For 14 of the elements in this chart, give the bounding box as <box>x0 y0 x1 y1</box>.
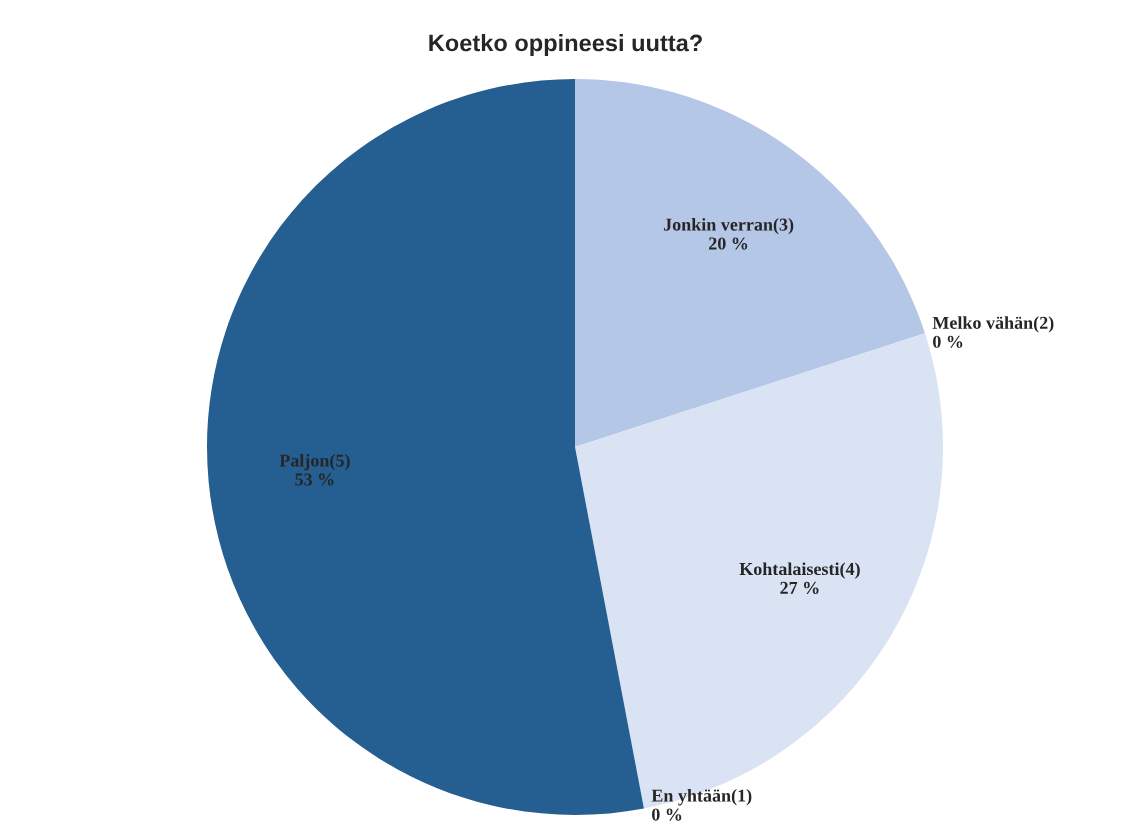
slice-label: Jonkin verran(3) <box>663 217 794 235</box>
category-label: En yhtään(1) <box>651 789 752 806</box>
pie-slice <box>575 333 943 809</box>
pie-slice <box>207 79 644 815</box>
text: 0 % <box>652 808 682 821</box>
data-label: 53 % <box>295 473 334 486</box>
data-label: 27 % <box>780 581 819 595</box>
pie-slice <box>575 79 925 447</box>
text: 0 % <box>933 335 963 348</box>
data-label: 20 % <box>709 237 748 250</box>
slice-label: Kohtalaisesti(4) <box>739 562 860 579</box>
slice-label: Paljon(5) <box>279 453 350 471</box>
category-label: Melko vähän(2) <box>932 316 1054 333</box>
chart-title: Koetko oppineesi uutta? <box>429 34 702 57</box>
